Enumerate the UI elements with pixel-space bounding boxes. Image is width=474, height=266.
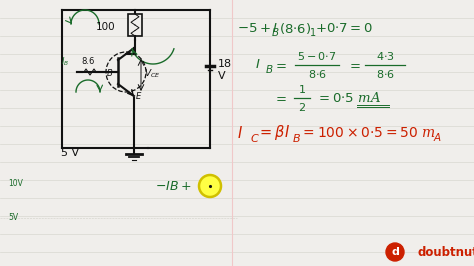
Text: V: V <box>218 71 226 81</box>
Text: $-5+I$: $-5+I$ <box>237 22 278 35</box>
Bar <box>128 14 142 36</box>
Text: B: B <box>107 69 113 78</box>
Text: $A$: $A$ <box>433 131 442 143</box>
Text: $C$: $C$ <box>250 132 260 144</box>
Text: $+0{\cdot}7 = 0$: $+0{\cdot}7 = 0$ <box>315 22 373 35</box>
Text: $=$: $=$ <box>273 92 287 105</box>
Text: $-IB+$: $-IB+$ <box>155 181 191 193</box>
Text: $= \beta I$: $= \beta I$ <box>257 123 290 143</box>
Text: $I$: $I$ <box>237 125 243 141</box>
Text: $=$: $=$ <box>273 59 287 72</box>
Text: $= 100\times0{\cdot}5 = 50$ m: $= 100\times0{\cdot}5 = 50$ m <box>300 126 436 140</box>
Text: $2$: $2$ <box>298 101 306 113</box>
Text: $V_{CE}$: $V_{CE}$ <box>144 68 161 81</box>
Text: $B$: $B$ <box>292 132 301 144</box>
Text: 5 V: 5 V <box>61 148 79 158</box>
Text: 8.6: 8.6 <box>82 57 95 66</box>
Text: $8{\cdot}6$: $8{\cdot}6$ <box>375 68 394 80</box>
Text: $I_B$: $I_B$ <box>61 55 69 68</box>
Text: $B$: $B$ <box>271 26 280 38</box>
Text: $(8{\cdot}6)$: $(8{\cdot}6)$ <box>279 20 311 35</box>
Text: doubtnut: doubtnut <box>418 246 474 259</box>
Text: 10V: 10V <box>8 178 23 188</box>
Text: $8{\cdot}6$: $8{\cdot}6$ <box>308 68 327 80</box>
Text: d: d <box>391 247 399 257</box>
Text: $1$: $1$ <box>298 83 306 95</box>
Circle shape <box>386 243 404 261</box>
Text: $1$: $1$ <box>309 26 316 38</box>
Text: 100: 100 <box>95 22 115 32</box>
Text: 5V: 5V <box>8 214 18 222</box>
Text: $= 0{\cdot}5$ mA: $= 0{\cdot}5$ mA <box>316 91 381 105</box>
Text: $=$: $=$ <box>347 59 361 72</box>
Text: E: E <box>136 92 141 101</box>
Text: $I$: $I$ <box>255 59 261 72</box>
Text: 18: 18 <box>218 59 232 69</box>
Text: $4{\cdot}3$: $4{\cdot}3$ <box>375 50 394 62</box>
Circle shape <box>199 175 221 197</box>
Text: $5-0{\cdot}7$: $5-0{\cdot}7$ <box>297 50 337 62</box>
Text: $B$: $B$ <box>265 63 273 75</box>
